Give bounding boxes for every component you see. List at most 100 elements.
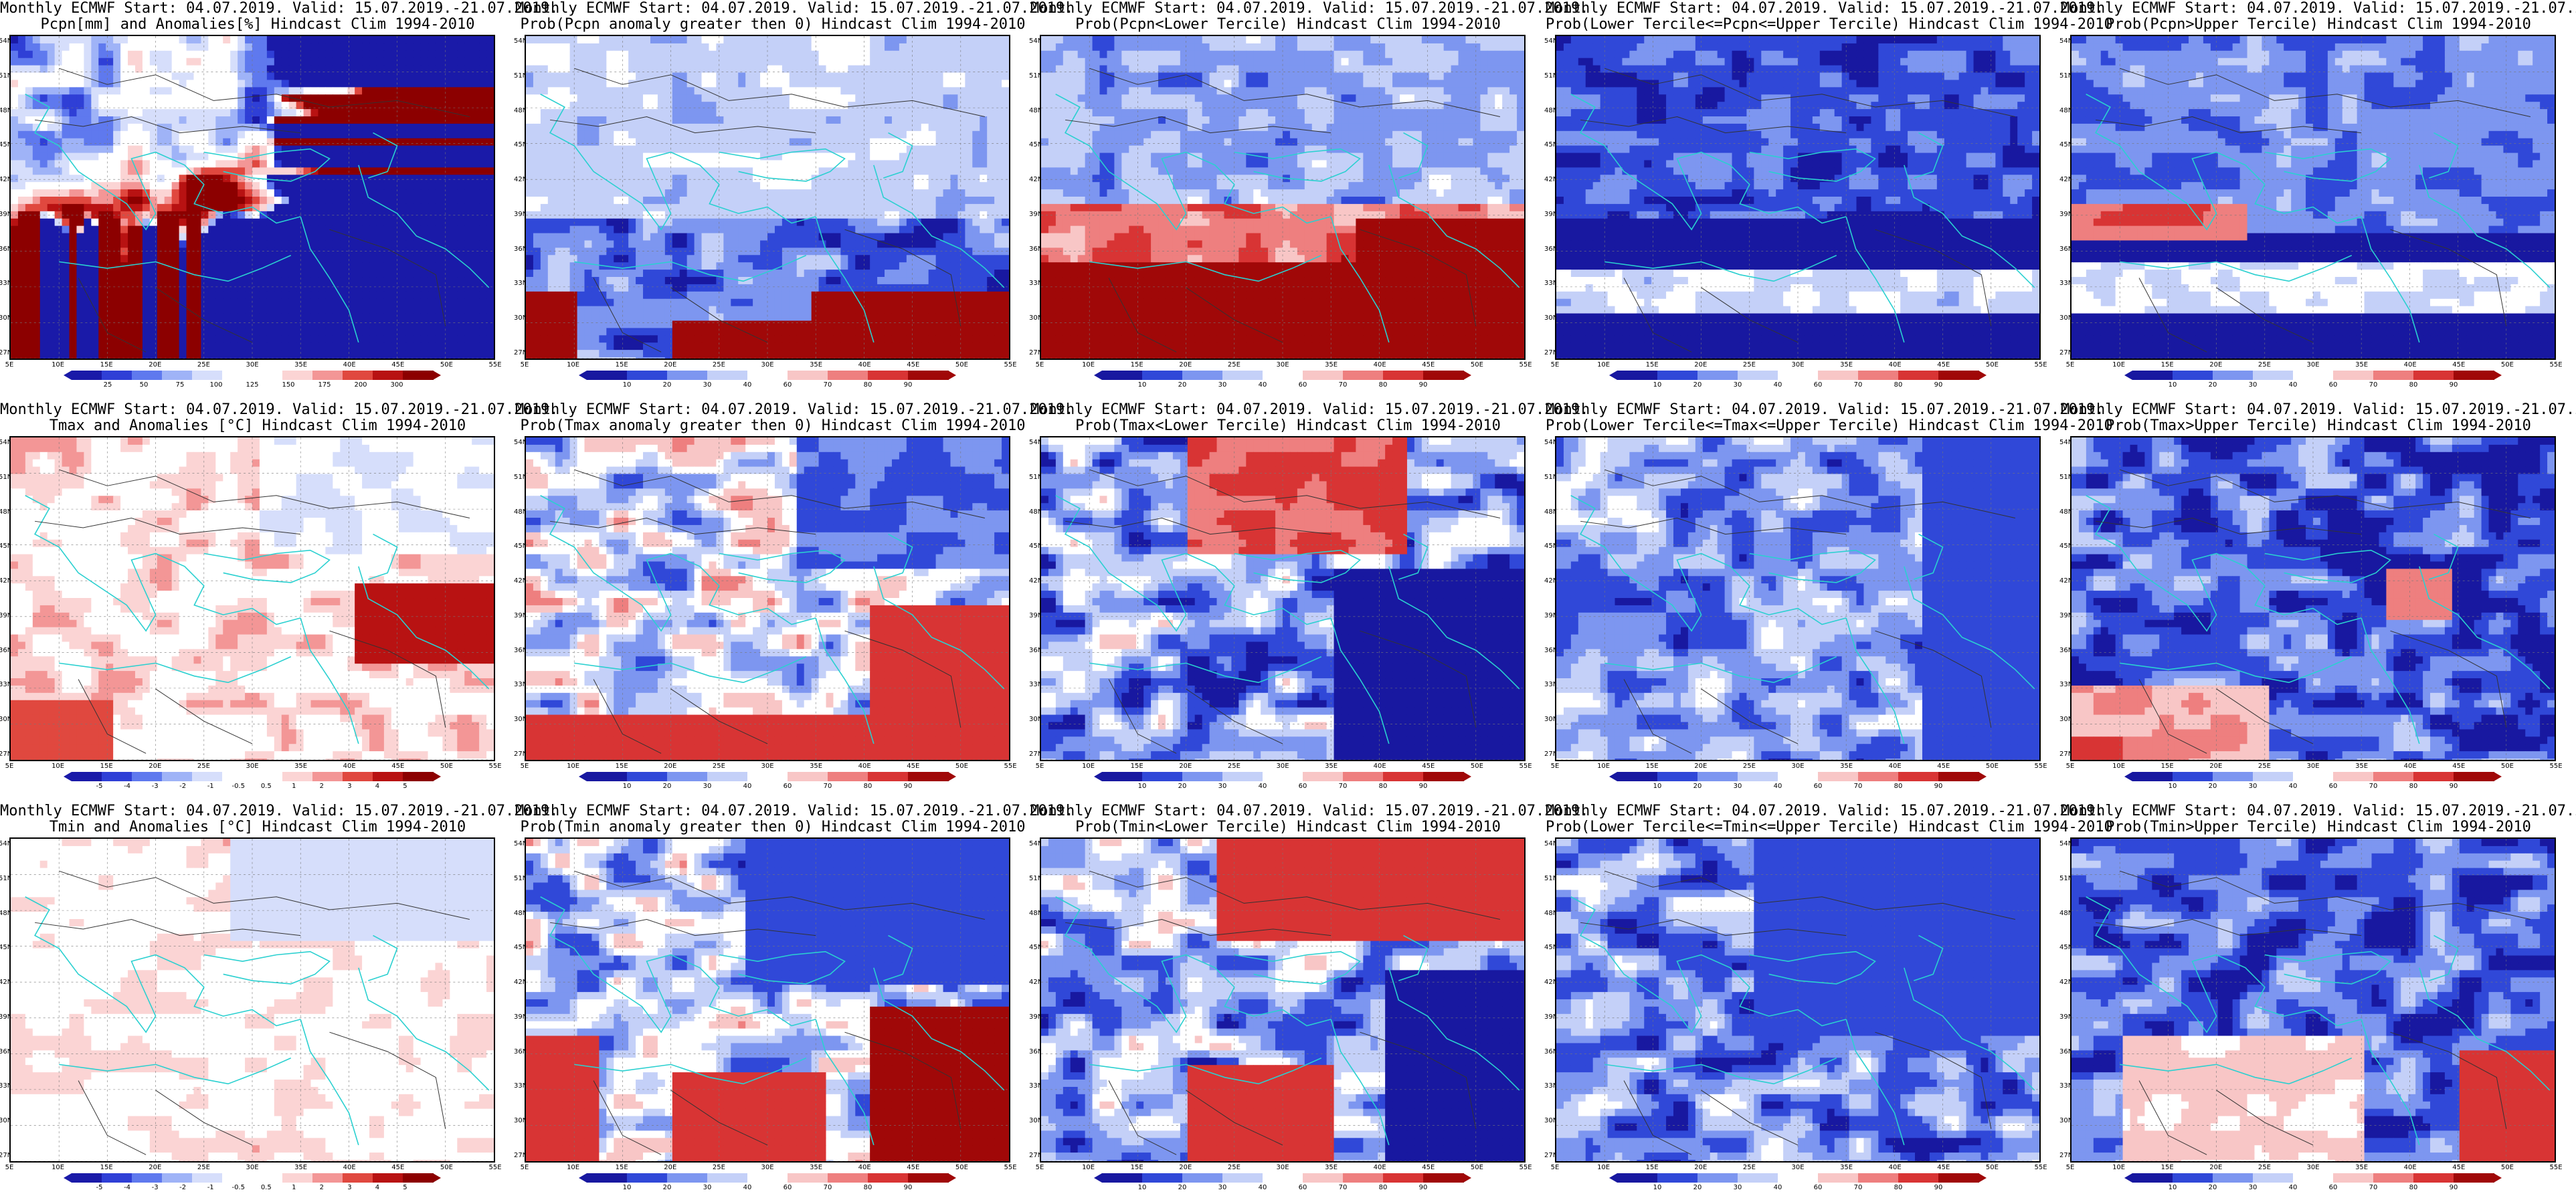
latitude-label: 36N <box>1029 245 1042 253</box>
forecast-map <box>525 436 1010 761</box>
latitude-label: 36N <box>0 647 12 654</box>
longitude-label: 40E <box>1374 1164 1386 1171</box>
colorbar-label: 90 <box>2450 1184 2458 1191</box>
longitude-label: 50E <box>955 1164 968 1171</box>
colorbar-label: -1 <box>207 783 214 790</box>
forecast-field-svg <box>1041 437 1524 760</box>
latitude-label: 51N <box>1544 72 1558 80</box>
colorbar-left-arrow <box>579 371 587 380</box>
latitude-label: 27N <box>1544 349 1558 357</box>
colorbar-label: -4 <box>124 783 130 790</box>
colorbar-swatch <box>343 1173 373 1183</box>
colorbar-label: 10 <box>1138 1184 1147 1191</box>
colorbar-swatch <box>72 1173 102 1183</box>
colorbar-swatch <box>2413 371 2454 380</box>
latitude-label: 39N <box>0 211 12 218</box>
latitude-label: 42N <box>514 979 527 986</box>
colorbar-swatch <box>1182 772 1223 781</box>
latitude-label: 27N <box>1029 349 1042 357</box>
colorbar-swatch <box>373 371 403 380</box>
latitude-label: 48N <box>514 107 527 114</box>
colorbar-swatch <box>403 772 434 781</box>
longitude-label: 45E <box>2452 361 2465 369</box>
colorbar-label: 200 <box>354 381 367 389</box>
latitude-label: 48N <box>1544 107 1558 114</box>
latitude-label: 51N <box>0 72 12 80</box>
colorbar-swatch <box>192 1173 223 1183</box>
latitude-label: 42N <box>1544 176 1558 183</box>
latitude-label: 54N <box>2059 840 2073 847</box>
colorbar-swatch <box>252 772 283 781</box>
longitude-label: 15E <box>100 361 113 369</box>
latitude-label: 42N <box>514 176 527 183</box>
latitude-label: 51N <box>1029 72 1042 80</box>
longitude-label: 25E <box>1743 1164 1756 1171</box>
longitude-label: 45E <box>1422 361 1435 369</box>
colorbar-swatch <box>2173 772 2213 781</box>
latitude-label: 42N <box>1029 577 1042 585</box>
latitude-label: 51N <box>1544 474 1558 481</box>
latitude-label: 54N <box>1544 37 1558 45</box>
colorbar <box>64 1173 441 1183</box>
colorbar-swatch <box>343 772 373 781</box>
colorbar-swatch <box>587 772 628 781</box>
latitude-label: 48N <box>2059 107 2073 114</box>
colorbar-swatch <box>1738 371 1778 380</box>
forecast-map <box>1040 35 1526 360</box>
colorbar-swatch <box>1182 371 1223 380</box>
colorbar-label: 70 <box>824 381 832 389</box>
colorbar-label: -1 <box>207 1184 214 1191</box>
colorbar-swatch <box>403 371 434 380</box>
latitude-label: 27N <box>1029 750 1042 758</box>
colorbar-label: 70 <box>824 1184 832 1191</box>
latitude-label: 48N <box>514 910 527 917</box>
latitude-label: 30N <box>2059 716 2073 723</box>
colorbar-swatch <box>587 371 628 380</box>
colorbar-swatch <box>2373 772 2414 781</box>
colorbar-swatch <box>627 1173 668 1183</box>
latitude-label: 39N <box>1029 1013 1042 1021</box>
longitude-label: 45E <box>391 763 404 770</box>
longitude-label: 35E <box>2355 361 2368 369</box>
longitude-label: 30E <box>2306 361 2319 369</box>
latitude-label: 30N <box>514 314 527 322</box>
colorbar-label: 150 <box>282 381 294 389</box>
forecast-field-svg <box>526 36 1009 359</box>
longitude-label: 40E <box>2404 763 2417 770</box>
latitude-label: 48N <box>1544 910 1558 917</box>
latitude-label: 30N <box>514 1117 527 1124</box>
colorbar-label: 40 <box>1259 783 1267 790</box>
colorbar-swatch <box>373 772 403 781</box>
longitude-label: 10E <box>567 1164 579 1171</box>
colorbar-swatch <box>1142 772 1183 781</box>
latitude-label: 54N <box>2059 439 2073 446</box>
longitude-label: 40E <box>343 763 356 770</box>
latitude-label: 42N <box>0 979 12 986</box>
longitude-label: 35E <box>810 361 822 369</box>
longitude-label: 15E <box>2161 763 2174 770</box>
latitude-label: 30N <box>0 1117 12 1124</box>
colorbar-label: 90 <box>904 381 913 389</box>
forecast-map <box>9 837 495 1163</box>
panel-title-line1: Monthly ECMWF Start: 04.07.2019. Valid: … <box>0 803 558 820</box>
panel-title-line2: Prob(Tmax anomaly greater then 0) Hindca… <box>515 417 1030 435</box>
longitude-label: 25E <box>1228 361 1240 369</box>
colorbar-swatch <box>2333 772 2374 781</box>
longitude-label: 10E <box>1597 763 1610 770</box>
latitude-label: 36N <box>2059 245 2073 253</box>
colorbar-left-arrow <box>579 772 587 781</box>
longitude-label: 30E <box>1791 1164 1804 1171</box>
longitude-label: 15E <box>1131 361 1143 369</box>
colorbar-swatch <box>1778 772 1819 781</box>
latitude-label: 33N <box>0 280 12 287</box>
longitude-label: 30E <box>1791 763 1804 770</box>
colorbar-swatch <box>1263 772 1303 781</box>
longitude-label: 45E <box>1937 1164 1950 1171</box>
longitude-label: 15E <box>1646 1164 1659 1171</box>
latitude-label: 30N <box>2059 1117 2073 1124</box>
colorbar-label: 10 <box>1653 381 1662 389</box>
longitude-label: 20E <box>149 1164 161 1171</box>
colorbar-label: 80 <box>2409 381 2418 389</box>
colorbar-swatch <box>667 772 708 781</box>
colorbar-swatch <box>1303 371 1344 380</box>
